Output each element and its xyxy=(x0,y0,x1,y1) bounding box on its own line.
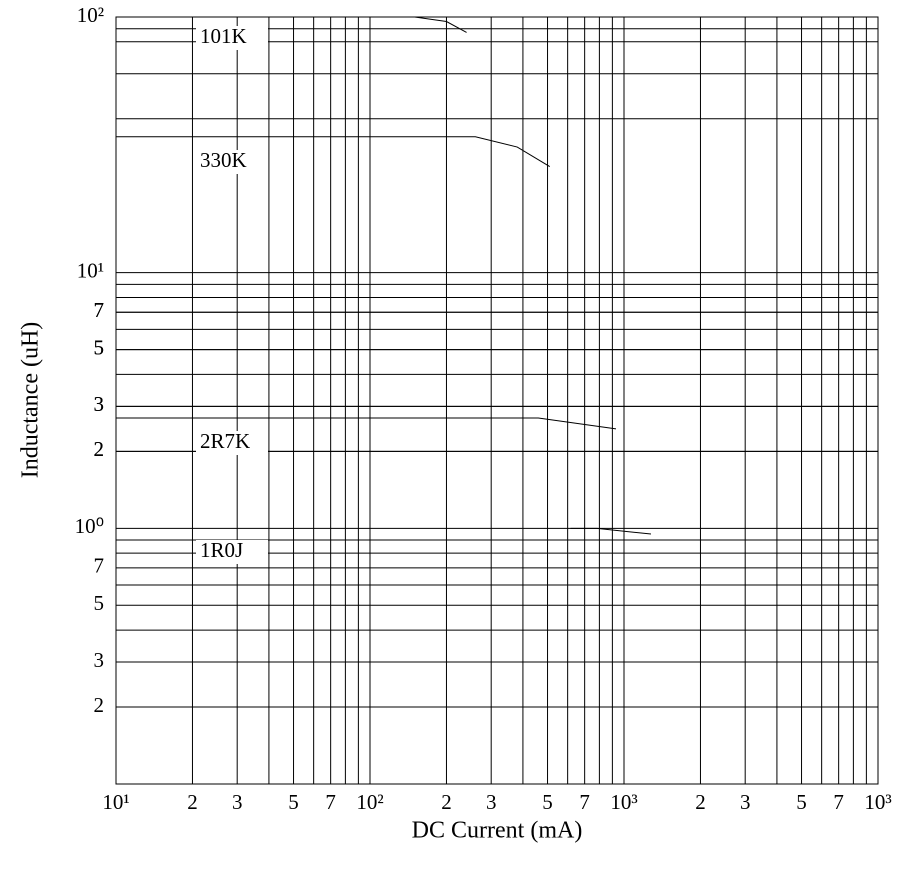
series-line xyxy=(570,527,652,535)
x-tick-label: 2 xyxy=(187,790,198,814)
x-tick-label: 10³ xyxy=(864,790,891,814)
x-tick-label: 3 xyxy=(740,790,751,814)
y-tick-label: 5 xyxy=(94,335,105,359)
series-label-bg xyxy=(196,540,268,564)
series-label-bg xyxy=(196,431,268,455)
plot-frame xyxy=(115,16,879,785)
y-tick-label: 5 xyxy=(94,335,105,359)
y-tick-label: 3 xyxy=(94,648,105,672)
series-label: 2R7K xyxy=(200,429,250,453)
x-tick-label: 7 xyxy=(833,790,844,814)
y-tick-label: 10⁰ xyxy=(75,514,104,538)
y-tick-label: 7 xyxy=(94,554,105,578)
y-tick-label: 3 xyxy=(94,392,105,416)
series-label: 1R0J xyxy=(200,538,243,562)
series-label: 101K xyxy=(200,24,247,48)
y-tick-label: 3 xyxy=(94,392,105,416)
y-tick-label: 7 xyxy=(94,298,105,322)
series-label: 330K xyxy=(200,148,247,172)
x-tick-label: 10¹ xyxy=(102,790,129,814)
y-tick-label: 10² xyxy=(77,3,104,27)
x-tick-label: 2 xyxy=(695,790,706,814)
series-label-bg xyxy=(196,150,268,174)
y-tick-label: 2 xyxy=(94,437,105,461)
x-axis-title: DC Current (mA) xyxy=(412,818,583,844)
x-tick-label: 7 xyxy=(325,790,336,814)
x-tick-label: 3 xyxy=(486,790,497,814)
x-tick-label: 10² xyxy=(356,790,383,814)
x-tick-label: 5 xyxy=(288,790,299,814)
series-line xyxy=(116,16,467,33)
x-tick-label: 2 xyxy=(441,790,452,814)
y-tick-label: 5 xyxy=(94,591,105,615)
y-tick-label: 2 xyxy=(94,693,105,717)
x-tick-label: 10³ xyxy=(610,790,637,814)
series-line xyxy=(116,417,617,430)
y-tick-label: 2 xyxy=(94,437,105,461)
series-label-bg xyxy=(196,26,268,50)
x-tick-label: 7 xyxy=(579,790,590,814)
y-tick-label: 7 xyxy=(94,298,105,322)
y-axis-title: Inductance (uH) xyxy=(18,322,44,479)
x-tick-label: 3 xyxy=(232,790,243,814)
y-tick-label: 10¹ xyxy=(77,258,104,282)
x-tick-label: 5 xyxy=(542,790,553,814)
series-line xyxy=(116,136,550,168)
x-tick-label: 5 xyxy=(796,790,807,814)
